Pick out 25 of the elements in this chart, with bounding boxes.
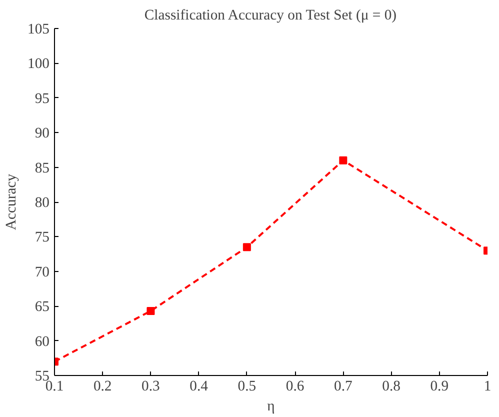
x-tick-label: 0.9 [430, 378, 449, 394]
x-tick-label: 0.2 [93, 378, 112, 394]
y-axis-title: Accuracy [4, 173, 20, 230]
y-tick-label: 65 [34, 299, 50, 316]
point [339, 156, 348, 164]
y-tick-label: 70 [34, 264, 50, 280]
y-tick-label: 105 [28, 22, 50, 38]
y-tick-label: 60 [34, 334, 50, 350]
x-tick-label: 0.7 [334, 378, 352, 394]
y-tick-label: 95 [34, 90, 50, 107]
y-tick-label: 75 [34, 230, 50, 246]
point [242, 243, 251, 252]
x-tick-label: 0.3 [142, 378, 160, 394]
point [146, 306, 155, 315]
x-tick-label: 0.8 [382, 378, 400, 394]
chart-title: Classification Accuracy on Test Set (μ = 0) [144, 8, 397, 24]
x-tick-label: 0.5 [238, 378, 256, 394]
x-axis-title: η [267, 398, 275, 414]
y-tick-label: 100 [28, 56, 50, 72]
y-tick-label: 90 [34, 126, 50, 142]
x-tick-label: 0.4 [190, 378, 209, 394]
y-tick-label: 80 [34, 195, 50, 211]
y-tick-label: 85 [34, 160, 50, 176]
x-tick-label: 1 [484, 378, 492, 394]
x-tick-label: 0.6 [286, 378, 304, 394]
